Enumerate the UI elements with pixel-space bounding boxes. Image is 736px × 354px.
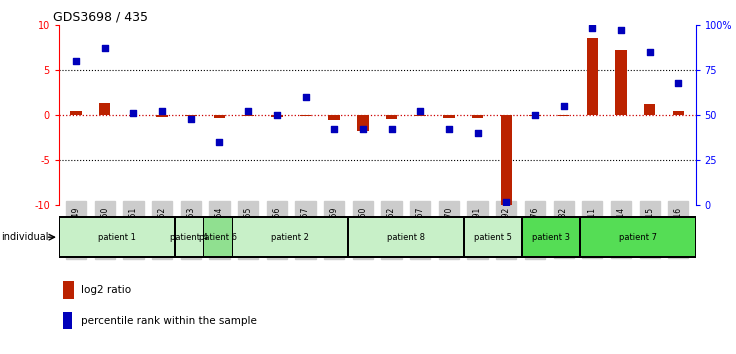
Point <box>414 109 426 114</box>
Bar <box>328 115 340 120</box>
Text: GDS3698 / 435: GDS3698 / 435 <box>52 11 147 24</box>
Bar <box>465 218 521 256</box>
Bar <box>185 115 197 116</box>
Bar <box>443 115 455 118</box>
Bar <box>242 115 254 116</box>
Point <box>328 127 340 132</box>
Text: log2 ratio: log2 ratio <box>81 285 131 295</box>
Text: percentile rank within the sample: percentile rank within the sample <box>81 316 257 326</box>
Point <box>472 130 484 136</box>
Bar <box>587 38 598 115</box>
Point <box>587 25 598 31</box>
Point <box>185 116 197 121</box>
Point <box>156 109 168 114</box>
Point <box>529 112 541 118</box>
Bar <box>349 218 463 256</box>
Point <box>500 199 512 205</box>
Bar <box>529 115 541 116</box>
Point <box>127 110 139 116</box>
Bar <box>615 50 626 115</box>
Point <box>357 127 369 132</box>
Bar <box>558 115 570 116</box>
Bar <box>63 312 72 329</box>
Point <box>386 127 397 132</box>
Bar <box>205 218 232 256</box>
Text: patient 1: patient 1 <box>98 233 135 242</box>
Text: patient 7: patient 7 <box>619 233 657 242</box>
Bar <box>581 218 695 256</box>
Bar <box>523 218 579 256</box>
Bar <box>63 281 74 299</box>
Bar <box>414 115 426 116</box>
Text: patient 8: patient 8 <box>387 233 425 242</box>
Bar <box>500 115 512 205</box>
Bar <box>300 115 311 116</box>
Point <box>70 58 82 64</box>
Point <box>443 127 455 132</box>
Bar <box>99 103 110 115</box>
Point <box>644 49 656 55</box>
Bar <box>271 115 283 117</box>
Bar <box>156 115 168 117</box>
Bar <box>673 112 684 115</box>
Text: patient 2: patient 2 <box>272 233 309 242</box>
Point <box>271 112 283 118</box>
Point <box>673 80 684 85</box>
Text: patient 3: patient 3 <box>532 233 570 242</box>
Bar <box>357 115 369 131</box>
Bar <box>386 115 397 119</box>
Point <box>300 94 311 100</box>
Bar <box>472 115 484 118</box>
Point <box>558 103 570 109</box>
Text: individual: individual <box>1 232 49 242</box>
Bar <box>644 104 655 115</box>
Text: patient 5: patient 5 <box>474 233 512 242</box>
Point <box>99 45 110 51</box>
Text: patient 6: patient 6 <box>199 233 237 242</box>
Bar <box>175 218 202 256</box>
Bar <box>60 218 174 256</box>
Point <box>242 109 254 114</box>
Point <box>615 27 627 33</box>
Point <box>213 139 225 145</box>
Bar <box>71 112 82 115</box>
Bar <box>213 115 225 118</box>
Text: patient 4: patient 4 <box>170 233 208 242</box>
Bar <box>233 218 347 256</box>
